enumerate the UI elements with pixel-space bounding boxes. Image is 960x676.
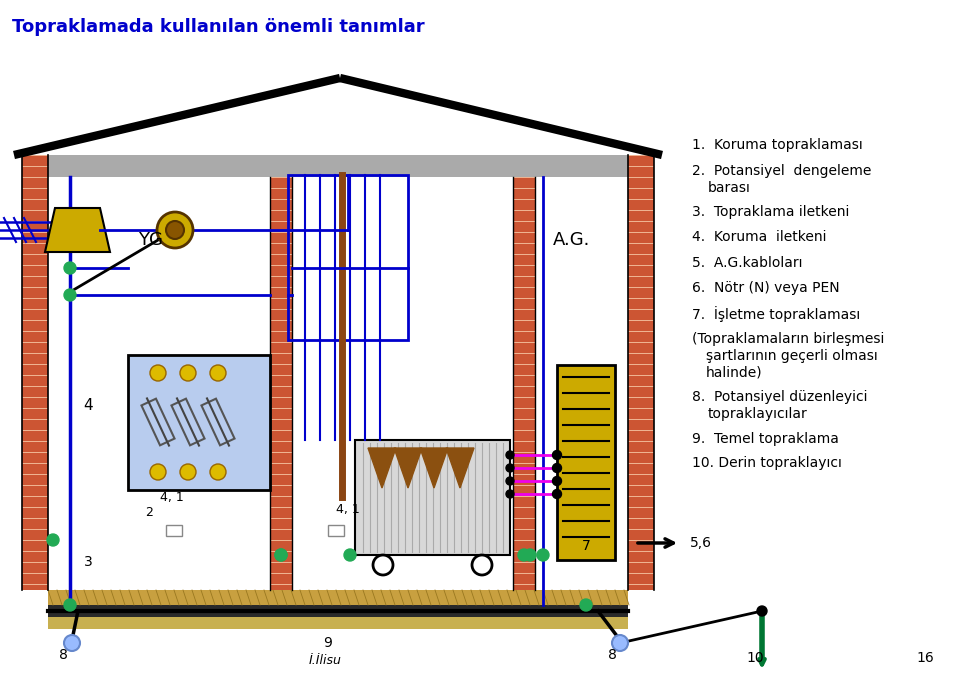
- Bar: [22, 155, 48, 590]
- Text: 8.  Potansiyel düzenleyici: 8. Potansiyel düzenleyici: [692, 390, 868, 404]
- Circle shape: [472, 555, 492, 575]
- Bar: [48, 155, 628, 177]
- Circle shape: [757, 606, 767, 616]
- Circle shape: [506, 490, 514, 498]
- Text: 7: 7: [582, 539, 590, 553]
- Circle shape: [275, 549, 287, 561]
- Text: 2: 2: [145, 506, 153, 519]
- Text: (Topraklamaların birleşmesi: (Topraklamaların birleşmesi: [692, 332, 884, 346]
- Text: 3.  Topraklama iletkeni: 3. Topraklama iletkeni: [692, 205, 850, 219]
- Text: 8: 8: [608, 648, 616, 662]
- Bar: [628, 155, 654, 590]
- Text: A.G.: A.G.: [553, 231, 590, 249]
- Circle shape: [580, 599, 592, 611]
- Circle shape: [157, 212, 193, 248]
- Circle shape: [506, 464, 514, 472]
- Text: 5.  A.G.kabloları: 5. A.G.kabloları: [692, 256, 803, 270]
- Circle shape: [210, 365, 226, 381]
- Circle shape: [180, 464, 196, 480]
- Text: 4, 1: 4, 1: [160, 491, 183, 504]
- Text: 9: 9: [324, 636, 332, 650]
- Text: 4.  Koruma  iletkeni: 4. Koruma iletkeni: [692, 230, 827, 244]
- Bar: [48, 617, 628, 629]
- Text: YG: YG: [137, 231, 162, 249]
- Circle shape: [518, 549, 530, 561]
- Circle shape: [553, 464, 562, 473]
- Text: 10: 10: [746, 651, 764, 665]
- Bar: [48, 605, 628, 617]
- Circle shape: [553, 450, 562, 460]
- Text: şartlarının geçerli olması: şartlarının geçerli olması: [706, 349, 877, 363]
- Polygon shape: [45, 208, 110, 252]
- Circle shape: [506, 477, 514, 485]
- Text: 7.  İşletme topraklaması: 7. İşletme topraklaması: [692, 306, 860, 322]
- Circle shape: [373, 555, 393, 575]
- Text: Topraklamada kullanılan önemli tanımlar: Topraklamada kullanılan önemli tanımlar: [12, 18, 424, 36]
- Circle shape: [47, 534, 59, 546]
- Circle shape: [150, 464, 166, 480]
- Text: 1.  Koruma topraklaması: 1. Koruma topraklaması: [692, 138, 863, 152]
- Bar: [328, 525, 344, 536]
- Text: 6.  Nötr (N) veya PEN: 6. Nötr (N) veya PEN: [692, 281, 840, 295]
- Circle shape: [210, 464, 226, 480]
- Circle shape: [506, 451, 514, 459]
- Bar: [128, 355, 270, 490]
- Circle shape: [524, 549, 536, 561]
- Circle shape: [166, 221, 184, 239]
- Text: 9.  Temel topraklama: 9. Temel topraklama: [692, 432, 839, 446]
- Text: 4: 4: [84, 397, 93, 412]
- Text: 4, 1: 4, 1: [336, 504, 360, 516]
- Text: 2.  Potansiyel  dengeleme: 2. Potansiyel dengeleme: [692, 164, 872, 178]
- Circle shape: [612, 635, 628, 651]
- Circle shape: [553, 489, 562, 498]
- Polygon shape: [368, 448, 396, 488]
- Circle shape: [344, 549, 356, 561]
- Text: barası: barası: [708, 181, 751, 195]
- Circle shape: [64, 599, 76, 611]
- Text: 3: 3: [84, 555, 92, 569]
- Text: 8: 8: [59, 648, 67, 662]
- Circle shape: [275, 549, 287, 561]
- Circle shape: [180, 365, 196, 381]
- Text: İ.İlisu: İ.İlisu: [308, 654, 342, 667]
- Text: 10. Derin topraklayıcı: 10. Derin topraklayıcı: [692, 456, 842, 470]
- Bar: [355, 440, 510, 555]
- Bar: [288, 175, 408, 340]
- Circle shape: [64, 635, 80, 651]
- Polygon shape: [446, 448, 474, 488]
- Text: 16: 16: [916, 651, 934, 665]
- Bar: [557, 365, 615, 560]
- Circle shape: [537, 549, 549, 561]
- Circle shape: [553, 477, 562, 485]
- Polygon shape: [394, 448, 422, 488]
- Bar: [48, 590, 628, 605]
- Circle shape: [150, 365, 166, 381]
- Text: 5,6: 5,6: [690, 536, 712, 550]
- Circle shape: [64, 289, 76, 301]
- Text: topraklayıcılar: topraklayıcılar: [708, 407, 807, 421]
- Bar: [270, 177, 292, 590]
- Text: halinde): halinde): [706, 366, 762, 380]
- Bar: [513, 177, 535, 590]
- Bar: [48, 177, 628, 590]
- Circle shape: [64, 262, 76, 274]
- Bar: [166, 525, 182, 536]
- Polygon shape: [420, 448, 448, 488]
